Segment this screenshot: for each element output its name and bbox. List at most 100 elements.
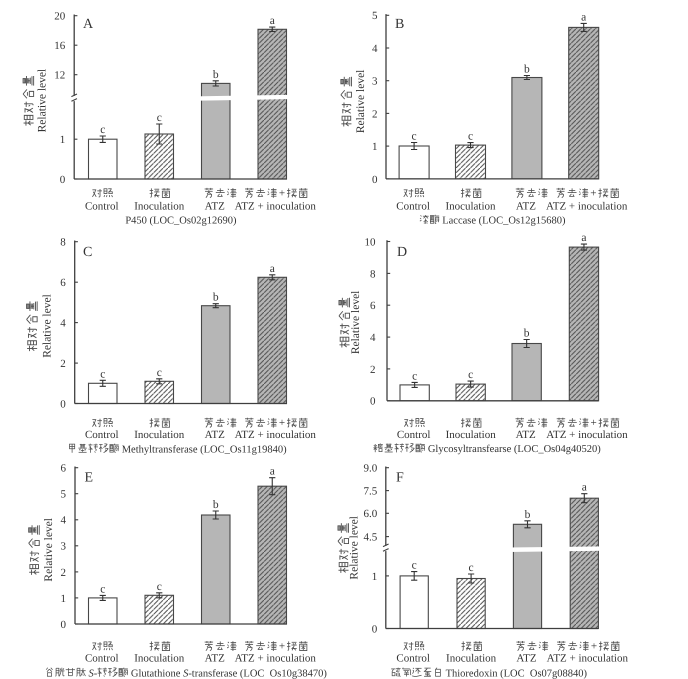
svg-text:ATZ: ATZ (205, 201, 225, 213)
svg-text:4: 4 (60, 318, 66, 330)
svg-text:Relative level: Relative level (37, 69, 49, 133)
svg-text:4: 4 (372, 43, 378, 55)
svg-text:ATZ + inoculation: ATZ + inoculation (235, 429, 317, 441)
svg-text:3: 3 (61, 541, 67, 553)
svg-text:Relative level: Relative level (42, 294, 54, 358)
svg-text:Relative level: Relative level (350, 291, 362, 355)
svg-text:Control: Control (396, 201, 430, 213)
svg-text:c: c (100, 583, 105, 595)
svg-text:-: - (94, 668, 98, 679)
svg-text:E: E (85, 471, 94, 486)
svg-text:0: 0 (370, 396, 376, 408)
svg-text:c: c (100, 368, 105, 380)
svg-text:1: 1 (372, 571, 378, 583)
svg-text:2: 2 (372, 108, 378, 120)
svg-text:c: c (157, 367, 162, 379)
svg-text:Control: Control (85, 653, 119, 665)
svg-text:6: 6 (61, 463, 67, 475)
svg-text:5: 5 (61, 489, 67, 501)
svg-text:2: 2 (370, 364, 376, 376)
svg-text:Thioredoxin (LOC Os07g08840): Thioredoxin (LOC Os07g08840) (443, 668, 588, 679)
svg-text:9.0: 9.0 (364, 463, 378, 475)
svg-text:c: c (468, 369, 473, 381)
svg-text:+: + (279, 640, 285, 652)
svg-text:+: + (279, 187, 285, 199)
svg-text:+: + (590, 187, 596, 199)
svg-text:c: c (157, 581, 162, 593)
svg-text:0: 0 (61, 619, 67, 631)
svg-text:c: c (469, 562, 474, 574)
svg-text:0: 0 (372, 174, 378, 186)
svg-text:F: F (396, 471, 404, 486)
svg-text:b: b (524, 64, 530, 76)
svg-text:b: b (524, 328, 530, 340)
svg-text:2: 2 (60, 358, 66, 370)
svg-text:B: B (395, 17, 404, 32)
svg-text:3: 3 (372, 76, 378, 88)
svg-text:ATZ: ATZ (516, 653, 536, 665)
svg-text:S: S (88, 668, 94, 679)
svg-text:5: 5 (372, 10, 378, 22)
svg-text:Inoculation: Inoculation (134, 201, 185, 213)
svg-text:Control: Control (85, 429, 119, 441)
svg-text:b: b (213, 69, 219, 81)
svg-text:1: 1 (60, 134, 66, 146)
svg-text:ATZ: ATZ (516, 429, 536, 441)
svg-text:Laccase (LOC_Os12g15680): Laccase (LOC_Os12g15680) (440, 215, 566, 226)
svg-text:Relative level: Relative level (43, 518, 55, 582)
svg-text:a: a (581, 232, 586, 244)
svg-text:Inoculation: Inoculation (134, 653, 185, 665)
svg-text:a: a (270, 15, 275, 27)
svg-text:C: C (83, 245, 92, 260)
svg-text:2: 2 (61, 567, 67, 579)
svg-text:Glycosyltransfearse (LOC_Os04g: Glycosyltransfearse (LOC_Os04g40520) (425, 444, 601, 455)
svg-text:+: + (591, 417, 597, 429)
svg-text:b: b (213, 499, 219, 511)
svg-text:Control: Control (397, 429, 431, 441)
svg-text:c: c (157, 112, 162, 124)
svg-text:ATZ + inoculation: ATZ + inoculation (546, 429, 628, 441)
svg-text:6.0: 6.0 (364, 508, 378, 520)
svg-text:-transferase (LOC Os10g38470): -transferase (LOC Os10g38470) (188, 668, 327, 679)
svg-text:1: 1 (61, 593, 67, 605)
svg-text:ATZ: ATZ (205, 653, 225, 665)
svg-text:Relative level: Relative level (355, 70, 367, 134)
svg-text:ATZ + inoculation: ATZ + inoculation (547, 653, 629, 665)
svg-text:a: a (270, 263, 275, 275)
svg-text:A: A (83, 17, 94, 32)
svg-text:b: b (525, 509, 531, 521)
svg-text:Control: Control (396, 653, 430, 665)
svg-text:8: 8 (370, 268, 376, 280)
svg-text:ATZ: ATZ (205, 429, 225, 441)
svg-text:Inoculation: Inoculation (445, 201, 496, 213)
svg-text:c: c (412, 370, 417, 382)
svg-text:Control: Control (85, 201, 119, 213)
svg-text:D: D (397, 245, 407, 260)
svg-text:Inoculation: Inoculation (446, 653, 497, 665)
svg-text:a: a (581, 11, 586, 23)
svg-text:ATZ + inoculation: ATZ + inoculation (235, 653, 317, 665)
svg-text:Methyltransferase (LOC_Os11g19: Methyltransferase (LOC_Os11g19840) (119, 444, 287, 455)
svg-text:4: 4 (370, 332, 376, 344)
svg-text:b: b (213, 292, 219, 304)
svg-text:6: 6 (60, 277, 66, 289)
svg-text:Relative level: Relative level (349, 516, 361, 580)
svg-text:P450 (LOC_Os02g12690): P450 (LOC_Os02g12690) (125, 215, 237, 226)
svg-text:Glutathione: Glutathione (128, 668, 183, 679)
svg-text:10: 10 (365, 236, 377, 248)
svg-text:20: 20 (54, 11, 66, 23)
svg-text:c: c (412, 560, 417, 572)
svg-text:+: + (279, 417, 285, 429)
svg-text:4: 4 (61, 515, 67, 527)
svg-text:4.5: 4.5 (364, 532, 378, 544)
svg-text:7.5: 7.5 (364, 486, 378, 498)
svg-text:a: a (270, 466, 275, 478)
svg-text:+: + (591, 640, 597, 652)
svg-text:c: c (412, 131, 417, 143)
svg-text:ATZ + inoculation: ATZ + inoculation (235, 201, 317, 213)
svg-text:1: 1 (372, 141, 378, 153)
svg-text:8: 8 (60, 237, 66, 249)
svg-text:a: a (582, 482, 587, 494)
svg-text:Inoculation: Inoculation (134, 429, 185, 441)
svg-text:0: 0 (372, 623, 378, 635)
